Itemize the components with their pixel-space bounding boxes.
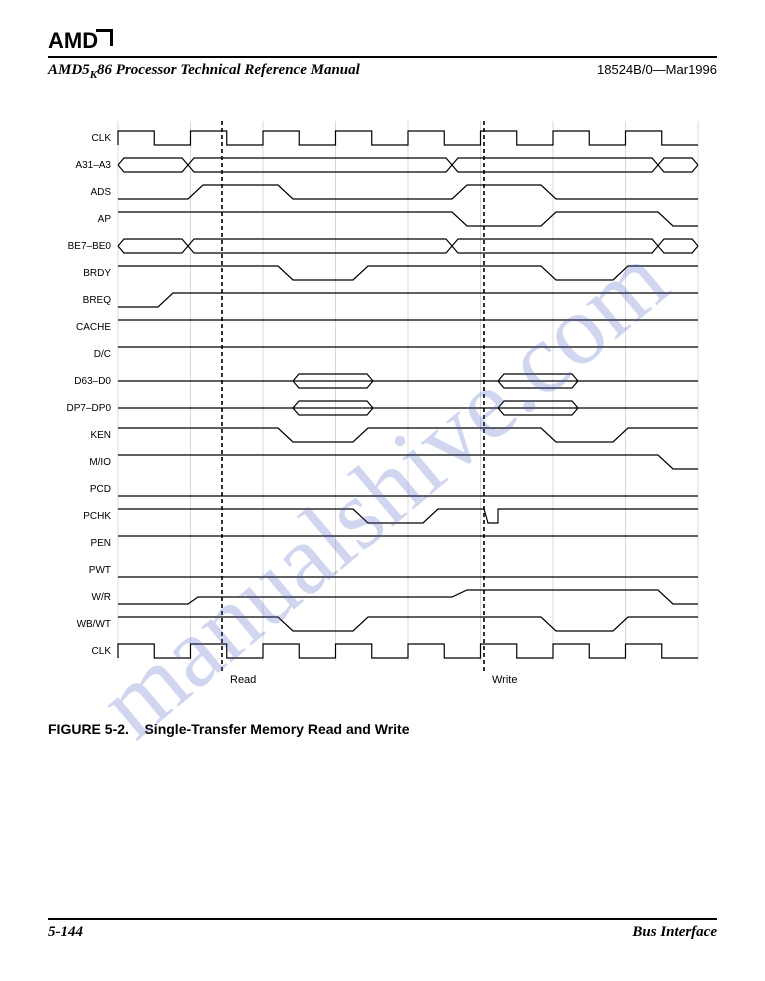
timing-svg: Read Write CLK A31–A3 ADS AP BE7–BE0 BRDY BREQ CA… <box>53 121 713 691</box>
footer-rule <box>48 918 717 920</box>
doc-title: AMD5K86 Processor Technical Reference Ma… <box>48 62 360 81</box>
svg-text:D/C: D/C <box>93 349 110 360</box>
svg-text:PCD: PCD <box>89 484 110 495</box>
svg-text:BREQ: BREQ <box>82 295 111 306</box>
header-rule <box>48 56 717 58</box>
title-pre: AMD5 <box>48 62 90 78</box>
footer-row: 5-144 Bus Interface <box>48 924 717 941</box>
svg-text:W/R: W/R <box>91 592 110 603</box>
section-name: Bus Interface <box>632 924 717 941</box>
svg-text:PEN: PEN <box>90 538 111 549</box>
timing-diagram: Read Write CLK A31–A3 ADS AP BE7–BE0 BRDY BREQ CA… <box>53 121 713 691</box>
svg-text:PCHK: PCHK <box>83 511 111 522</box>
logo-text: AMD <box>48 28 98 53</box>
figure-text: Single-Transfer Memory Read and Write <box>144 721 409 737</box>
header-row: AMD5K86 Processor Technical Reference Ma… <box>48 62 717 81</box>
figure-caption: FIGURE 5-2. Single-Transfer Memory Read … <box>48 721 717 737</box>
svg-text:BRDY: BRDY <box>83 268 111 279</box>
svg-text:CACHE: CACHE <box>75 322 110 333</box>
logo: AMD <box>48 28 717 54</box>
figure-label: FIGURE 5-2. <box>48 721 129 737</box>
page: manualshive.com AMD AMD5K86 Processor Te… <box>0 0 765 981</box>
svg-text:ADS: ADS <box>90 187 111 198</box>
svg-text:Read: Read <box>230 674 256 686</box>
page-number: 5-144 <box>48 924 83 941</box>
svg-text:A31–A3: A31–A3 <box>75 160 111 171</box>
title-post: 86 Processor Technical Reference Manual <box>97 62 360 78</box>
title-sub: K <box>90 69 97 81</box>
svg-text:WB/WT: WB/WT <box>76 619 110 630</box>
svg-text:BE7–BE0: BE7–BE0 <box>67 241 111 252</box>
svg-text:PWT: PWT <box>88 565 110 576</box>
svg-text:M/IO: M/IO <box>89 457 111 468</box>
svg-text:D63–D0: D63–D0 <box>74 376 111 387</box>
svg-text:Write: Write <box>492 674 517 686</box>
svg-text:KEN: KEN <box>90 430 111 441</box>
svg-text:AP: AP <box>97 214 111 225</box>
logo-glyph <box>96 29 113 46</box>
doc-id: 18524B/0—Mar1996 <box>597 62 717 77</box>
svg-text:CLK: CLK <box>91 646 111 657</box>
svg-text:DP7–DP0: DP7–DP0 <box>66 403 111 414</box>
svg-text:CLK: CLK <box>91 133 111 144</box>
footer: 5-144 Bus Interface <box>48 918 717 941</box>
